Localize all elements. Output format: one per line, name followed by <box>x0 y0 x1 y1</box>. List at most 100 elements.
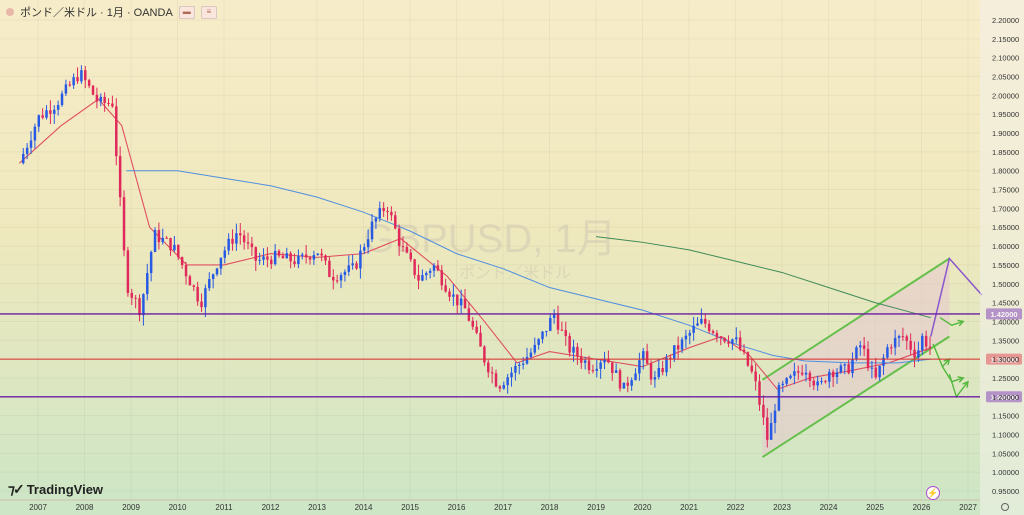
toggle-icon[interactable]: ▬ <box>178 5 195 19</box>
candle-body <box>862 345 866 349</box>
x-tick-label: 2027 <box>959 503 977 512</box>
candle-body <box>738 337 742 350</box>
y-tick-label: 1.45000 <box>992 299 1019 308</box>
candle-body <box>312 255 316 260</box>
candle-body <box>890 347 893 349</box>
candle-body <box>386 210 389 212</box>
candle-body <box>878 365 881 378</box>
settings-icon[interactable]: ≡ <box>200 5 217 19</box>
candle-body <box>642 351 645 361</box>
candle-body <box>552 313 556 319</box>
x-tick-label: 2011 <box>215 503 233 512</box>
candle-body <box>394 215 397 229</box>
candle-body <box>149 251 153 274</box>
candle-body <box>704 318 707 324</box>
candle-body <box>653 377 657 380</box>
candle-body <box>235 233 238 244</box>
candle-body <box>556 313 560 330</box>
y-tick-label: 2.10000 <box>992 54 1019 63</box>
candle-body <box>107 102 110 104</box>
candle-body <box>157 230 161 243</box>
candle-body <box>153 230 157 252</box>
candle-body <box>750 365 754 372</box>
candle-body <box>812 380 816 386</box>
watermark-subtitle: ポンド／米ドル <box>459 264 571 282</box>
candle-body <box>490 372 494 374</box>
candle-body <box>874 367 878 378</box>
candle-body <box>242 235 246 243</box>
candle-body <box>487 362 490 373</box>
candle-body <box>688 332 692 336</box>
candle-body <box>246 242 250 244</box>
candle-body <box>45 110 48 118</box>
candle-body <box>452 294 455 297</box>
candle-body <box>320 253 323 256</box>
candle-body <box>22 153 25 164</box>
x-tick-label: 2020 <box>634 503 652 512</box>
candle-body <box>231 238 234 244</box>
candle-body <box>735 337 738 340</box>
chart-header: ポンド／米ドル · 1月 · OANDA ▬ ≡ <box>6 4 217 20</box>
candle-body <box>459 298 463 306</box>
moving-average-line <box>126 170 931 364</box>
candle-body <box>580 356 583 363</box>
candle-body <box>673 345 676 359</box>
candle-body <box>599 362 602 369</box>
y-tick-label: 1.75000 <box>992 186 1019 195</box>
candle-body <box>211 274 215 280</box>
y-tick-label: 1.10000 <box>992 430 1019 439</box>
candle-body <box>41 115 44 118</box>
candle-body <box>37 115 41 127</box>
candle-body <box>134 297 137 299</box>
candle-body <box>583 360 587 363</box>
candle-body <box>363 247 366 251</box>
forecast-arrow-1-head <box>957 319 965 327</box>
candle-body <box>766 417 769 440</box>
candle-body <box>289 253 292 262</box>
moving-average-line <box>595 236 931 319</box>
candle-body <box>835 372 839 377</box>
x-tick-label: 2022 <box>727 503 745 512</box>
candle-body <box>913 349 916 358</box>
candle-body <box>630 380 633 386</box>
candle-body <box>200 301 203 308</box>
x-tick-label: 2009 <box>122 503 140 512</box>
moving-averages-layer <box>19 98 931 390</box>
y-tick-label: 1.55000 <box>992 261 1019 270</box>
tradingview-logo[interactable]: ⁊✓ TradingView <box>8 481 103 498</box>
candle-body <box>33 126 37 141</box>
x-tick-label: 2008 <box>76 503 94 512</box>
candle-body <box>692 325 695 333</box>
x-tick-label: 2010 <box>169 503 187 512</box>
candle-body <box>301 254 304 256</box>
candle-body <box>425 272 428 276</box>
candle-body <box>800 372 804 375</box>
y-tick-label: 1.25000 <box>992 374 1019 383</box>
candle-body <box>390 211 393 216</box>
candle-body <box>215 268 219 275</box>
candle-body <box>777 385 781 411</box>
candle-body <box>335 280 339 282</box>
candle-body <box>328 260 331 277</box>
candle-body <box>270 259 273 265</box>
candle-body <box>510 372 513 378</box>
candle-body <box>258 259 261 261</box>
symbol-title[interactable]: ポンド／米ドル · 1月 · OANDA <box>20 7 173 19</box>
candle-body <box>184 265 188 277</box>
candle-body <box>130 292 134 298</box>
candle-body <box>828 371 831 382</box>
candle-body <box>893 337 897 348</box>
candle-body <box>196 286 199 302</box>
candle-body <box>924 335 928 347</box>
candle-body <box>142 294 145 316</box>
lightning-icon[interactable]: ⚡ <box>926 486 940 500</box>
price-axis-panel <box>980 0 1024 515</box>
y-tick-label: 1.15000 <box>992 412 1019 421</box>
candle-body <box>607 359 610 363</box>
candle-body <box>126 250 130 293</box>
candle-body <box>308 257 312 260</box>
forecast-arrow-4-head <box>962 380 969 388</box>
y-tick-label: 1.70000 <box>992 204 1019 213</box>
candle-body <box>87 80 91 86</box>
